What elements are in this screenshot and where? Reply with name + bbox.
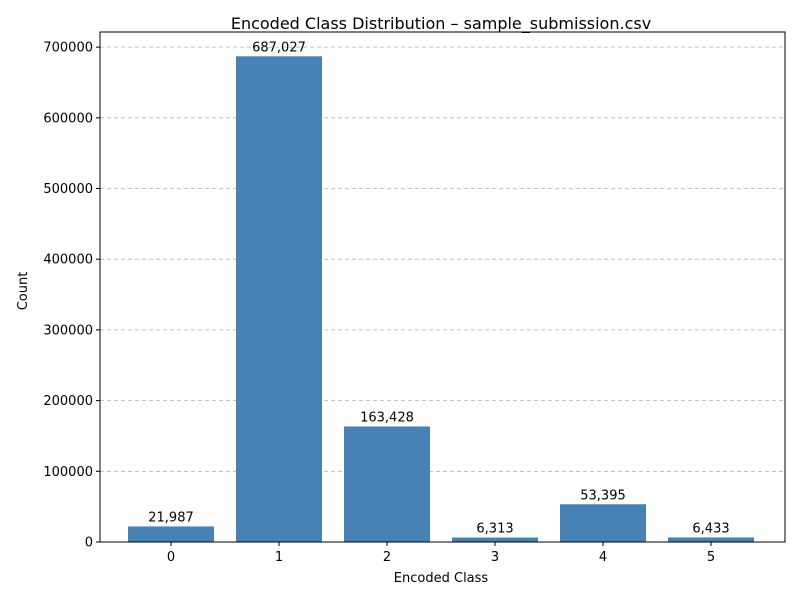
x-tick-label: 1 xyxy=(275,550,283,565)
bar xyxy=(128,526,214,542)
data-labels: 21,987 687,027 163,428 6,313 53,395 6,433 xyxy=(148,40,729,536)
x-tick-label: 0 xyxy=(167,550,175,565)
y-axis-ticks: 0 100000 200000 300000 400000 500000 600000 700… xyxy=(43,41,100,551)
x-tick-label: 2 xyxy=(383,550,391,565)
y-tick-label: 600000 xyxy=(43,111,93,126)
y-tick-label: 200000 xyxy=(43,394,93,409)
x-axis-ticks: 0 1 2 3 4 5 xyxy=(167,542,715,565)
gridlines xyxy=(100,46,785,543)
y-axis-label: Count xyxy=(16,272,31,311)
y-tick-label: 700000 xyxy=(43,41,93,56)
bar xyxy=(668,537,754,542)
y-tick-label: 0 xyxy=(85,536,93,551)
y-tick-label: 400000 xyxy=(43,253,93,268)
data-label: 21,987 xyxy=(148,510,194,525)
x-tick-label: 3 xyxy=(491,550,499,565)
bar xyxy=(452,537,538,542)
plot-frame xyxy=(99,31,786,543)
chart-title: Encoded Class Distribution – sample_subm… xyxy=(231,14,651,34)
data-label: 163,428 xyxy=(360,410,414,425)
data-label: 6,313 xyxy=(476,522,513,537)
x-axis-label: Encoded Class xyxy=(394,571,489,586)
bar xyxy=(344,426,430,542)
bar xyxy=(560,504,646,542)
y-tick-label: 500000 xyxy=(43,182,93,197)
y-tick-label: 100000 xyxy=(43,465,93,480)
x-tick-label: 5 xyxy=(707,550,715,565)
bars xyxy=(128,56,754,542)
bar xyxy=(236,56,322,542)
data-label: 53,395 xyxy=(580,488,626,503)
y-tick-label: 300000 xyxy=(43,323,93,338)
data-label: 6,433 xyxy=(692,521,729,536)
x-tick-label: 4 xyxy=(599,550,607,565)
data-label: 687,027 xyxy=(252,40,306,55)
